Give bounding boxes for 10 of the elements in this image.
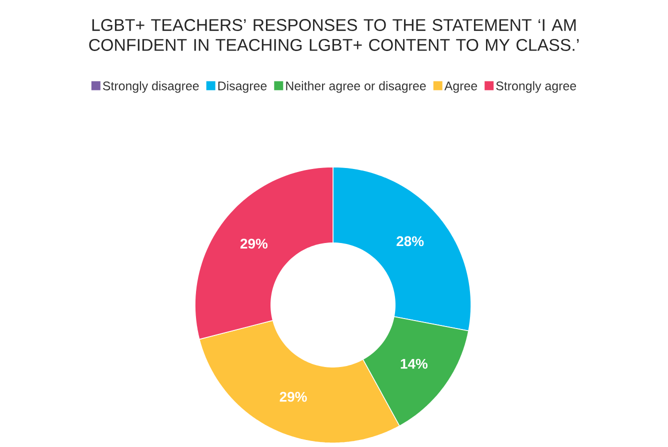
legend-label: Strongly agree <box>496 81 576 93</box>
legend-label: Disagree <box>218 81 267 93</box>
data-label: 29% <box>240 238 268 249</box>
legend-label: Strongly disagree <box>102 81 199 93</box>
legend-label: Agree <box>444 82 478 93</box>
chart-title: LGBT+ TEACHERS’ RESPONSES TO THE STATEMENT ‘I AM CONFIDENT IN TEACHING LGBT+ CONTENT TO MY CLASS.’ <box>89 19 579 51</box>
legend-label: Neither agree or disagree <box>286 81 426 93</box>
data-label: 28% <box>396 236 424 246</box>
data-label: 14% <box>400 358 428 369</box>
data-label: 29% <box>280 392 307 402</box>
